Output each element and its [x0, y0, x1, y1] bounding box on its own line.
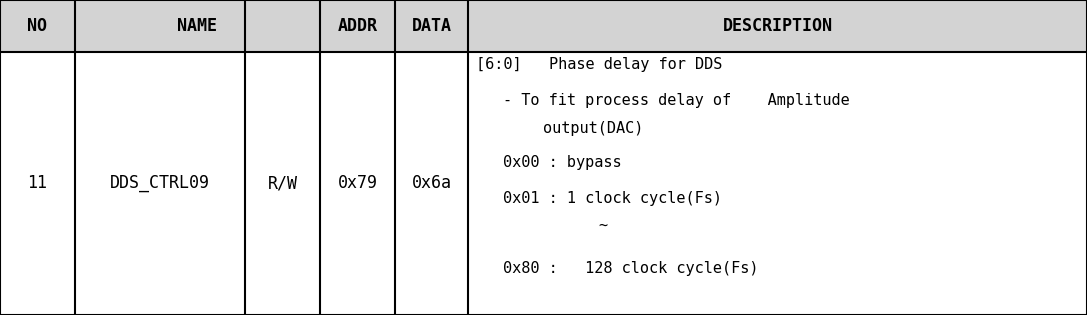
Text: output(DAC): output(DAC) [544, 121, 644, 135]
Text: 0x79: 0x79 [337, 175, 377, 192]
Text: DATA: DATA [412, 17, 451, 35]
Text: 0x80 :   128 clock cycle(Fs): 0x80 : 128 clock cycle(Fs) [503, 261, 759, 276]
Text: NAME: NAME [177, 17, 217, 35]
Text: DDS_CTRL09: DDS_CTRL09 [110, 175, 210, 192]
Text: - To fit process delay of    Amplitude: - To fit process delay of Amplitude [503, 93, 850, 107]
Text: DESCRIPTION: DESCRIPTION [723, 17, 833, 35]
Text: ADDR: ADDR [337, 17, 377, 35]
Text: 11: 11 [27, 175, 48, 192]
Text: NO: NO [27, 17, 48, 35]
Text: [6:0]   Phase delay for DDS: [6:0] Phase delay for DDS [476, 58, 723, 72]
Text: 0x00 : bypass: 0x00 : bypass [503, 156, 622, 170]
Bar [0, 0, 1087, 52]
Text: 0x01 : 1 clock cycle(Fs): 0x01 : 1 clock cycle(Fs) [503, 191, 722, 205]
Text: ~: ~ [598, 217, 608, 232]
Text: R/W: R/W [267, 175, 298, 192]
Text: 0x6a: 0x6a [412, 175, 451, 192]
